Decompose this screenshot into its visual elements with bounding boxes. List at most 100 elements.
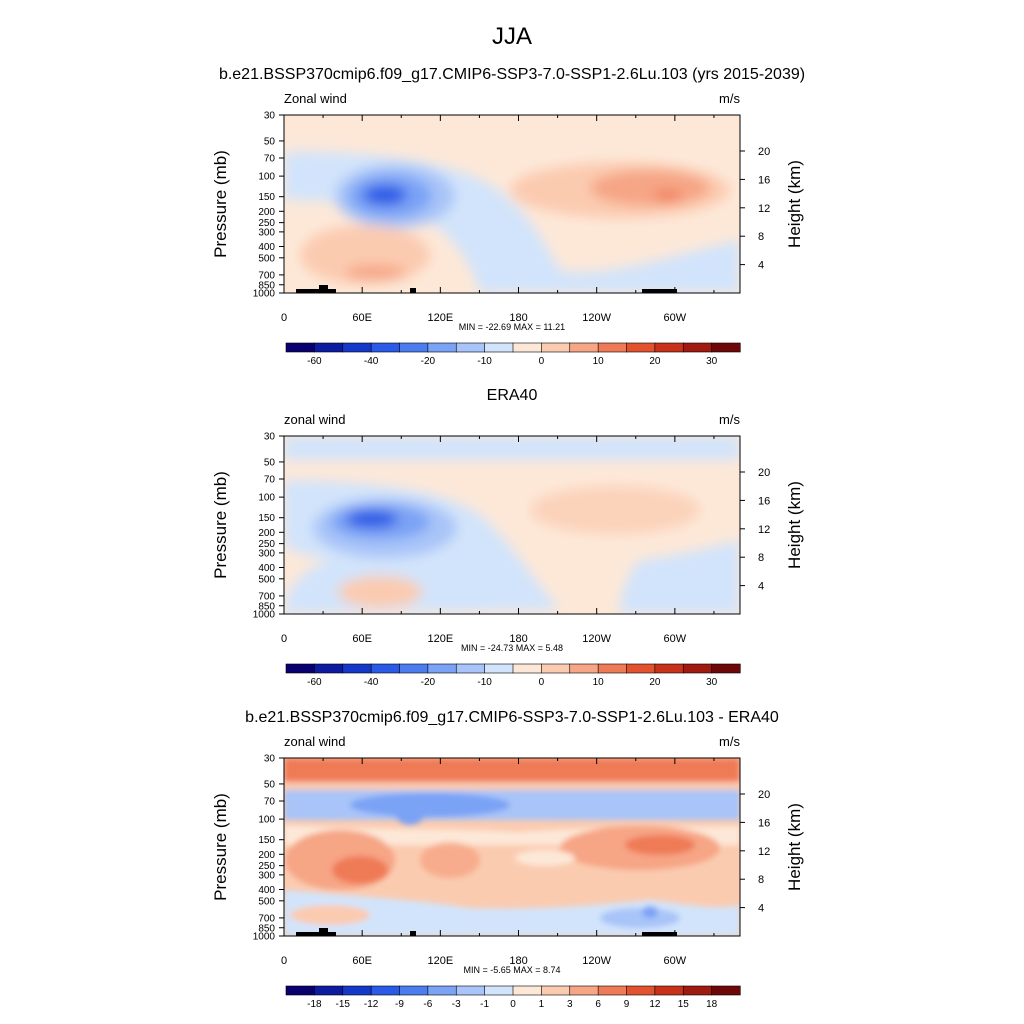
pressure-tick-label: 700 xyxy=(258,270,275,281)
pressure-tick-label: 1000 xyxy=(253,610,276,621)
panel-2-contour-field xyxy=(284,436,740,614)
colorbar-label: -3 xyxy=(452,999,461,1010)
colorbar-swatch xyxy=(626,663,656,674)
colorbar-swatch xyxy=(512,342,542,353)
colorbar-label: 10 xyxy=(593,356,605,367)
colorbar-swatch xyxy=(654,985,684,996)
colorbar-swatch xyxy=(541,663,571,674)
colorbar-swatch xyxy=(484,985,514,996)
colorbar-swatch xyxy=(285,663,315,674)
height-tick-label: 16 xyxy=(758,817,770,829)
colorbar-swatch xyxy=(314,342,344,353)
colorbar-swatch xyxy=(654,663,684,674)
colorbar-swatch xyxy=(314,985,344,996)
colorbar-label: -15 xyxy=(336,999,351,1010)
colorbar-swatch xyxy=(654,342,684,353)
colorbar-label: -18 xyxy=(307,999,322,1010)
colorbar-label: 18 xyxy=(706,999,718,1010)
panel-3-topography xyxy=(296,928,677,936)
pressure-tick-label: 250 xyxy=(258,218,275,229)
colorbar-label: 10 xyxy=(593,677,605,688)
lon-tick-label: 60W xyxy=(664,312,687,324)
colorbar-label: -40 xyxy=(364,356,379,367)
y-axis-title: Pressure (mb) xyxy=(211,793,230,901)
colorbar-swatch xyxy=(399,985,429,996)
panel-2-axes: 3050701001502002503004005007008501000201… xyxy=(211,432,804,689)
colorbar-label: -6 xyxy=(423,999,432,1010)
colorbar-label: 0 xyxy=(539,677,545,688)
height-tick-label: 8 xyxy=(758,874,764,886)
panel-2-subtitle: ERA40 xyxy=(487,387,538,404)
lon-tick-label: 180 xyxy=(509,312,527,324)
colorbar-swatch xyxy=(541,985,571,996)
colorbar-label: -60 xyxy=(307,356,322,367)
pressure-tick-label: 30 xyxy=(264,432,276,443)
colorbar-label: 20 xyxy=(649,356,661,367)
panel-3: b.e21.BSSP370cmip6.f09_g17.CMIP6-SSP3-7.… xyxy=(245,709,779,937)
colorbar-swatch xyxy=(541,342,571,353)
pressure-tick-label: 70 xyxy=(264,797,276,808)
colorbar-swatch xyxy=(370,342,401,353)
colorbar-label: 20 xyxy=(649,677,661,688)
lon-tick-label: 120W xyxy=(582,955,611,967)
height-tick-label: 8 xyxy=(758,231,764,243)
colorbar-label: -10 xyxy=(477,356,492,367)
colorbar-swatch xyxy=(455,342,486,353)
panel-1-units-label: m/s xyxy=(719,91,740,106)
height-tick-label: 4 xyxy=(758,260,764,272)
y-axis-title: Pressure (mb) xyxy=(211,150,230,258)
lon-tick-label: 60W xyxy=(664,955,687,967)
colorbar-swatch xyxy=(455,663,486,674)
colorbar-label: -60 xyxy=(307,677,322,688)
panel-1-colorbar: -60 -40 -20 -10 0 10 20 30 xyxy=(285,342,741,367)
colorbar-label: 0 xyxy=(510,999,516,1010)
colorbar-label: 30 xyxy=(706,677,718,688)
height-tick-label: 20 xyxy=(758,467,770,479)
pressure-tick-label: 30 xyxy=(264,754,276,765)
lon-tick-label: 0 xyxy=(281,312,287,324)
pressure-tick-label: 70 xyxy=(264,475,276,486)
pressure-tick-label: 850 xyxy=(258,601,275,612)
height-tick-label: 12 xyxy=(758,203,770,215)
colorbar-label: 0 xyxy=(539,356,545,367)
colorbar-swatch xyxy=(370,663,401,674)
height-tick-label: 4 xyxy=(758,903,764,915)
pressure-tick-label: 50 xyxy=(264,457,276,468)
colorbar-swatch xyxy=(711,663,741,674)
colorbar-label: -9 xyxy=(395,999,404,1010)
pressure-tick-label: 1000 xyxy=(253,932,276,943)
colorbar-swatch xyxy=(569,985,599,996)
pressure-tick-label: 200 xyxy=(258,528,275,539)
lon-tick-label: 180 xyxy=(509,633,527,645)
pressure-tick-label: 150 xyxy=(258,192,275,203)
pressure-tick-label: 400 xyxy=(258,563,275,574)
lon-tick-label: 0 xyxy=(281,955,287,967)
colorbar-swatch xyxy=(342,985,372,996)
pressure-tick-label: 300 xyxy=(258,227,275,238)
colorbar-swatch xyxy=(626,342,656,353)
pressure-tick-label: 200 xyxy=(258,850,275,861)
pressure-tick-label: 50 xyxy=(264,136,276,147)
colorbar-swatch xyxy=(285,342,315,353)
colorbar-label: -20 xyxy=(421,677,436,688)
colorbar-label: -12 xyxy=(364,999,379,1010)
colorbar-swatch xyxy=(484,342,514,353)
y-axis-right-title: Height (km) xyxy=(785,803,804,891)
height-tick-label: 12 xyxy=(758,846,770,858)
pressure-tick-label: 100 xyxy=(258,172,275,183)
panel-2-variable-label: zonal wind xyxy=(284,412,345,427)
panel-3-colorbar: -18 -15 -12 -9 -6 -3 -1 0 1 3 6 9 12 15 18 xyxy=(285,985,741,1010)
colorbar-label: 3 xyxy=(567,999,573,1010)
pressure-tick-label: 400 xyxy=(258,885,275,896)
lon-tick-label: 120W xyxy=(582,312,611,324)
pressure-tick-label: 250 xyxy=(258,861,275,872)
lon-tick-label: 120E xyxy=(427,312,453,324)
colorbar-swatch xyxy=(711,342,741,353)
colorbar-swatch xyxy=(682,342,713,353)
colorbar-swatch xyxy=(314,663,344,674)
pressure-tick-label: 30 xyxy=(264,111,276,122)
y-axis-right-title: Height (km) xyxy=(785,160,804,248)
height-tick-label: 20 xyxy=(758,789,770,801)
panel-3-units-label: m/s xyxy=(719,734,740,749)
